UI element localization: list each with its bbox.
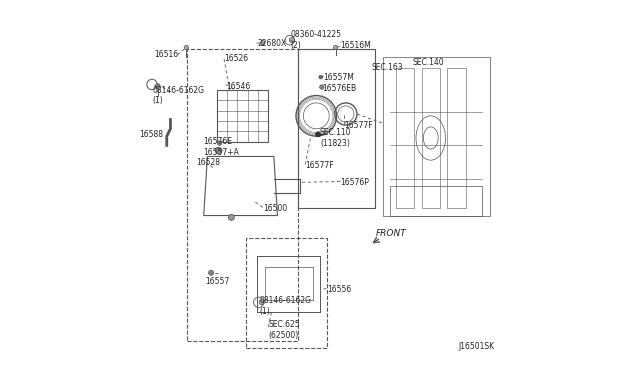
Text: 16576P: 16576P xyxy=(340,178,369,187)
Text: 16557: 16557 xyxy=(205,278,230,286)
Text: 16516: 16516 xyxy=(154,51,178,60)
Text: J16501SK: J16501SK xyxy=(458,342,495,351)
Text: 16556: 16556 xyxy=(328,285,351,294)
Text: 16576E: 16576E xyxy=(204,137,233,146)
Text: SEC.625
(62500): SEC.625 (62500) xyxy=(268,320,300,340)
Circle shape xyxy=(260,41,265,45)
Text: 16516M: 16516M xyxy=(340,41,371,50)
Bar xyxy=(383,57,490,215)
Text: 16577F: 16577F xyxy=(305,161,334,170)
Circle shape xyxy=(218,141,222,145)
Text: 22680X: 22680X xyxy=(257,39,287,48)
Text: 16588: 16588 xyxy=(139,130,163,139)
Bar xyxy=(246,238,328,349)
Circle shape xyxy=(215,147,222,154)
Bar xyxy=(447,68,466,208)
Bar xyxy=(390,186,483,215)
Text: SEC.140: SEC.140 xyxy=(412,58,444,67)
Text: SEC.163: SEC.163 xyxy=(372,63,403,72)
Circle shape xyxy=(319,85,324,89)
Text: 16557+A: 16557+A xyxy=(204,148,239,157)
Text: 16526: 16526 xyxy=(224,54,248,63)
Text: 16557M: 16557M xyxy=(324,73,355,81)
Circle shape xyxy=(209,270,214,275)
Text: 08360-41225
(2): 08360-41225 (2) xyxy=(291,31,342,50)
Circle shape xyxy=(333,45,338,50)
Text: 08146-6162G
(1): 08146-6162G (1) xyxy=(152,86,204,105)
Circle shape xyxy=(228,214,234,220)
Bar xyxy=(422,68,440,208)
Text: 16546: 16546 xyxy=(226,82,250,91)
Circle shape xyxy=(184,45,189,50)
Bar xyxy=(187,49,298,341)
Circle shape xyxy=(319,75,323,79)
Text: 16577F: 16577F xyxy=(344,121,372,129)
Bar xyxy=(396,68,414,208)
Text: 16528: 16528 xyxy=(196,157,220,167)
Text: 16576EB: 16576EB xyxy=(322,84,356,93)
Circle shape xyxy=(289,38,294,43)
Text: FRONT: FRONT xyxy=(376,230,406,238)
Text: SEC.110
(11823): SEC.110 (11823) xyxy=(320,128,351,148)
Circle shape xyxy=(316,132,321,137)
Bar xyxy=(298,49,376,208)
Circle shape xyxy=(259,300,264,305)
Bar xyxy=(216,90,268,142)
Text: 16500: 16500 xyxy=(263,203,287,213)
Text: 08146-6162G
(1): 08146-6162G (1) xyxy=(259,296,311,316)
Circle shape xyxy=(155,84,160,89)
